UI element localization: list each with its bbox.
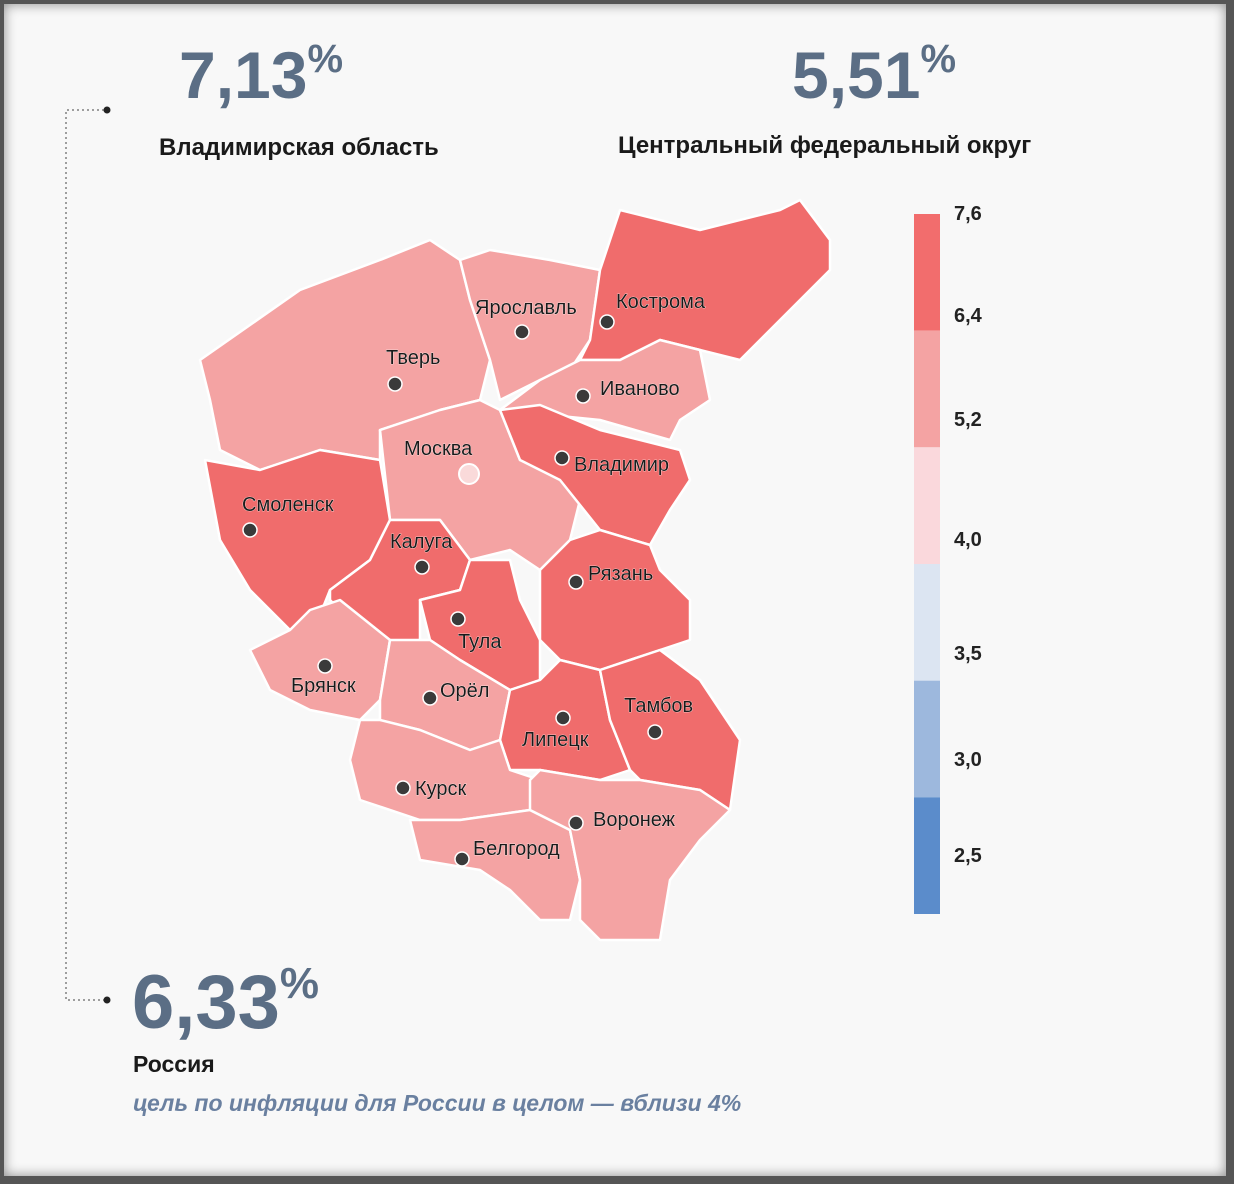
region-label: Белгород	[473, 838, 560, 860]
stat-value: 5,51%	[792, 37, 956, 112]
stat-number: 7,13	[179, 38, 307, 112]
dot	[103, 996, 111, 1004]
region	[578, 198, 832, 362]
legend: 7,6 6,4 5,2 4,0 3,5 3,0 2,5	[914, 203, 983, 914]
city-dot	[414, 559, 430, 575]
city-dot	[568, 815, 584, 831]
city-dot	[387, 376, 403, 392]
city-dot	[514, 324, 530, 340]
legend-label: 7,6	[954, 203, 982, 225]
region-label: Брянск	[291, 675, 356, 697]
region	[408, 808, 582, 922]
legend-label: 4,0	[954, 529, 982, 551]
region	[538, 528, 692, 672]
region	[498, 403, 692, 547]
region-label: Липецк	[522, 729, 589, 751]
city-dot	[575, 388, 591, 404]
map-infographic: Тверь Ярославль Кострома Иваново Москва Влади…	[65, 37, 1031, 1116]
legend-label: 3,5	[954, 643, 982, 665]
note: цель по инфляции для России в целом — вб…	[133, 1090, 741, 1116]
stat-value: 6,33%	[132, 959, 319, 1045]
region-label: Тула	[458, 631, 502, 653]
region-label: Смоленск	[242, 494, 334, 516]
connector	[65, 106, 111, 1004]
city-dot	[242, 522, 258, 538]
city-dot	[568, 574, 584, 590]
legend-label: 6,4	[954, 305, 983, 327]
region-label: Воронеж	[593, 809, 676, 831]
dotted-line	[65, 109, 104, 1001]
map: Тверь Ярославль Кострома Иваново Москва Влади…	[198, 198, 832, 942]
region-label: Москва	[404, 438, 473, 460]
legend-swatch	[914, 330, 940, 448]
legend-label: 5,2	[954, 409, 982, 431]
region-label: Иваново	[600, 378, 680, 400]
legend-swatch	[914, 680, 940, 798]
region-label: Калуга	[390, 531, 453, 553]
region-label: Владимир	[574, 454, 669, 476]
city-dot	[395, 780, 411, 796]
city-dot	[599, 314, 615, 330]
region-label: Рязань	[588, 563, 653, 585]
region-label: Тверь	[386, 347, 440, 369]
region-label: Курск	[415, 778, 467, 800]
stat-value: 7,13%	[179, 37, 343, 112]
stat-unit: %	[280, 959, 319, 1008]
stat-label: Россия	[133, 1051, 215, 1077]
region-label: Тамбов	[624, 695, 693, 717]
stat-unit: %	[307, 37, 343, 81]
city-dot	[555, 710, 571, 726]
legend-swatch	[914, 564, 940, 681]
region	[528, 768, 732, 942]
region-label: Ярославль	[475, 297, 577, 319]
city-dot	[422, 690, 438, 706]
city-dot	[458, 463, 480, 485]
frame: Тверь Ярославль Кострома Иваново Москва Влади…	[4, 4, 1226, 1176]
legend-swatch	[914, 214, 940, 331]
legend-label: 2,5	[954, 845, 982, 867]
stat-number: 5,51	[792, 38, 920, 112]
region-label: Кострома	[616, 291, 706, 313]
city-dot	[454, 851, 470, 867]
region-label: Орёл	[440, 680, 489, 702]
legend-label: 3,0	[954, 749, 982, 771]
stat-number: 6,33	[132, 960, 280, 1045]
stat-unit: %	[920, 37, 956, 81]
stat-label: Центральный федеральный округ	[618, 132, 1031, 159]
stat-label: Владимирская область	[159, 134, 439, 161]
city-dot	[317, 658, 333, 674]
city-dot	[647, 724, 663, 740]
city-dot	[450, 611, 466, 627]
legend-swatch	[914, 447, 940, 564]
dot	[103, 106, 111, 114]
city-dot	[554, 450, 570, 466]
legend-swatch	[914, 797, 940, 914]
